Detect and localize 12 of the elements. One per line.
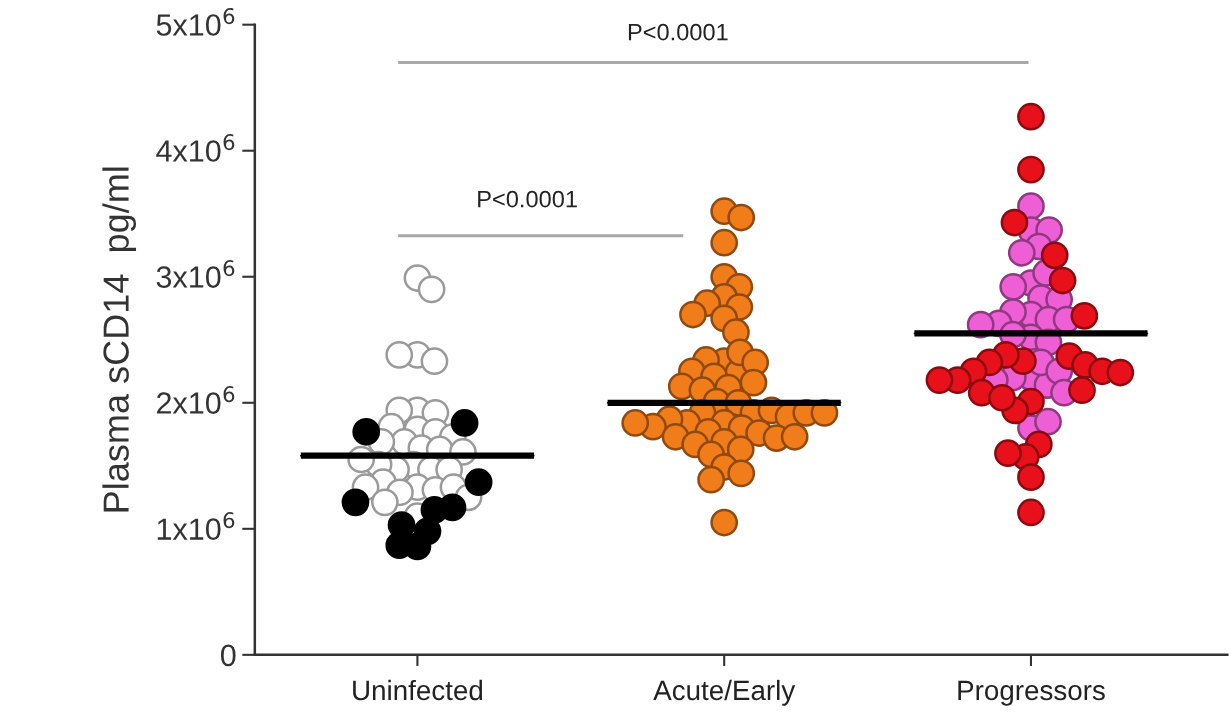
y-tick-label: 1x10$^{6}$ (157, 512, 235, 540)
x-tick-label: Uninfected (353, 679, 483, 701)
y-tick-label: 4x10$^{6}$ (156, 133, 235, 162)
x-tick-label: Progressors (958, 680, 1105, 706)
y-tick-label: 0 (220, 644, 236, 667)
y-tick-label: 5x10$^{6}$ (156, 7, 235, 36)
annotation: P<0.0001 (628, 23, 728, 41)
y-axis-title: Plasma sCD14 pg/ml (102, 167, 137, 512)
annotation: P<0.0001 (478, 190, 577, 208)
y-tick-label: 3x10$^{6}$ (156, 260, 235, 288)
y-tick-label: 2x10$^{6}$ (157, 386, 235, 414)
x-tick-label: Acute/Early (653, 679, 796, 706)
